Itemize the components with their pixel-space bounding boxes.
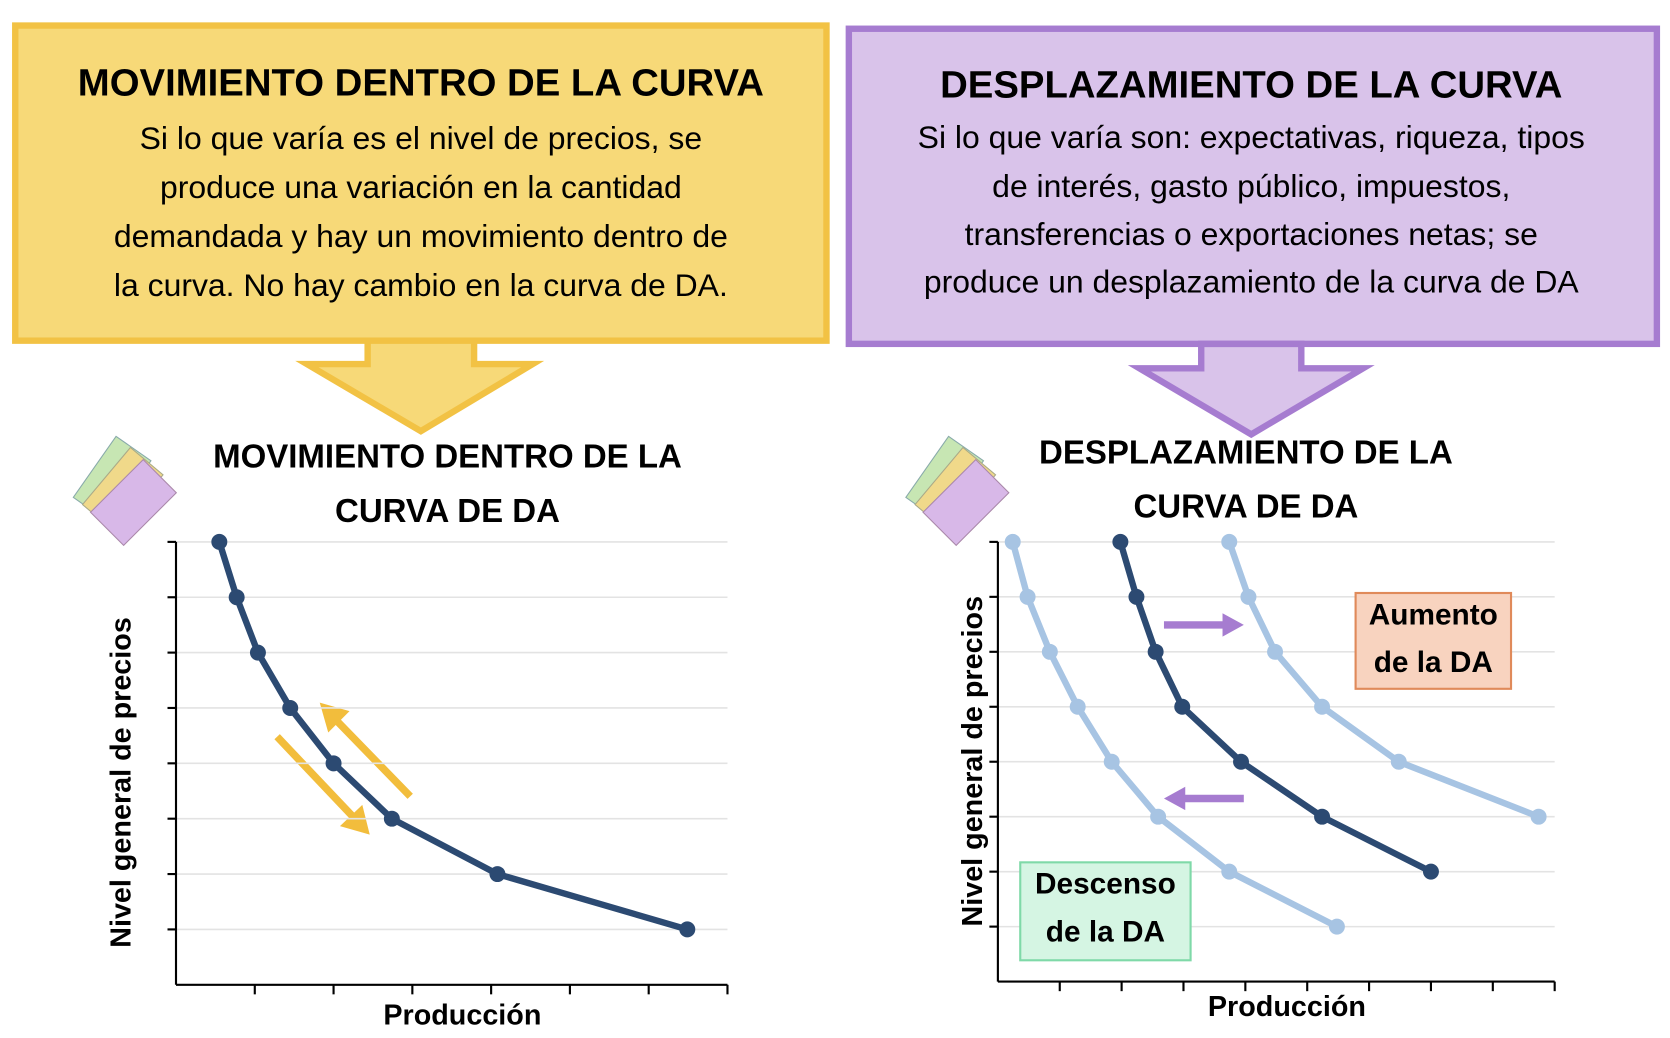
point: [1019, 588, 1036, 605]
chart-title: CURVA DE DA: [335, 492, 560, 529]
point: [1150, 808, 1167, 825]
point: [1314, 808, 1331, 825]
right-box: [845, 25, 1661, 348]
box-text: demandada y hay un movimiento dentro de: [114, 218, 728, 254]
point: [1240, 588, 1257, 605]
money-icon: [72, 435, 178, 547]
chart-title: MOVIMIENTO DENTRO DE LA: [213, 438, 682, 475]
movement-arrows: [274, 702, 413, 835]
point: [211, 533, 228, 550]
point: [1069, 698, 1086, 715]
annotation: de la DA: [1374, 646, 1493, 679]
curve: [216, 540, 689, 933]
point: [282, 699, 299, 716]
x-axis-label: Producción: [383, 999, 541, 1031]
point: [1221, 533, 1238, 550]
point: [1103, 753, 1120, 770]
point: [1004, 533, 1021, 550]
point: [325, 755, 342, 772]
box-text: Si lo que varía es el nivel de precios, …: [140, 120, 702, 156]
left-box: [12, 22, 830, 344]
point: [249, 644, 266, 661]
curve: [1009, 541, 1339, 930]
box-text: produce una variación en la cantidad: [160, 169, 682, 205]
point: [1267, 643, 1284, 660]
right-arrow: [1127, 340, 1375, 439]
point: [1314, 698, 1331, 715]
box-text: transferencias o exportaciones netas; se: [965, 216, 1538, 252]
point: [1390, 753, 1407, 770]
point: [1221, 863, 1238, 880]
point: [1112, 533, 1129, 550]
y-axis-label: Nivel general de precios: [105, 617, 137, 948]
box-text: Si lo que varía son: expectativas, rique…: [918, 119, 1585, 155]
left-arrow: [295, 337, 545, 435]
point: [1328, 918, 1345, 935]
box-title: DESPLAZAMIENTO DE LA CURVA: [940, 63, 1562, 106]
point: [228, 589, 245, 606]
box-text: produce un desplazamiento de la curva de…: [924, 264, 1580, 300]
annotation: Aumento: [1369, 598, 1498, 631]
point: [1041, 643, 1058, 660]
chart-title: CURVA DE DA: [1133, 488, 1358, 525]
annotation-box: [1019, 861, 1192, 962]
point: [1128, 588, 1145, 605]
annotation: de la DA: [1046, 916, 1165, 949]
point: [383, 810, 400, 827]
point: [1233, 753, 1250, 770]
annotation-box: [1354, 591, 1513, 690]
point: [1422, 863, 1439, 880]
point: [1174, 698, 1191, 715]
box-text: la curva. No hay cambio en la curva de D…: [114, 267, 728, 303]
money-icon: [905, 435, 1010, 547]
shift-arrows: [1163, 613, 1244, 811]
x-axis-label: Producción: [1208, 991, 1366, 1023]
y-axis-label: Nivel general de precios: [957, 596, 989, 927]
curve: [1226, 540, 1540, 820]
annotation: Descenso: [1035, 868, 1176, 901]
point: [679, 921, 696, 938]
box-title: MOVIMIENTO DENTRO DE LA CURVA: [78, 61, 764, 104]
point: [489, 866, 506, 883]
point: [1147, 643, 1164, 660]
box-text: de interés, gasto público, impuestos,: [992, 168, 1510, 204]
point: [1530, 808, 1547, 825]
chart-title: DESPLAZAMIENTO DE LA: [1039, 433, 1453, 470]
